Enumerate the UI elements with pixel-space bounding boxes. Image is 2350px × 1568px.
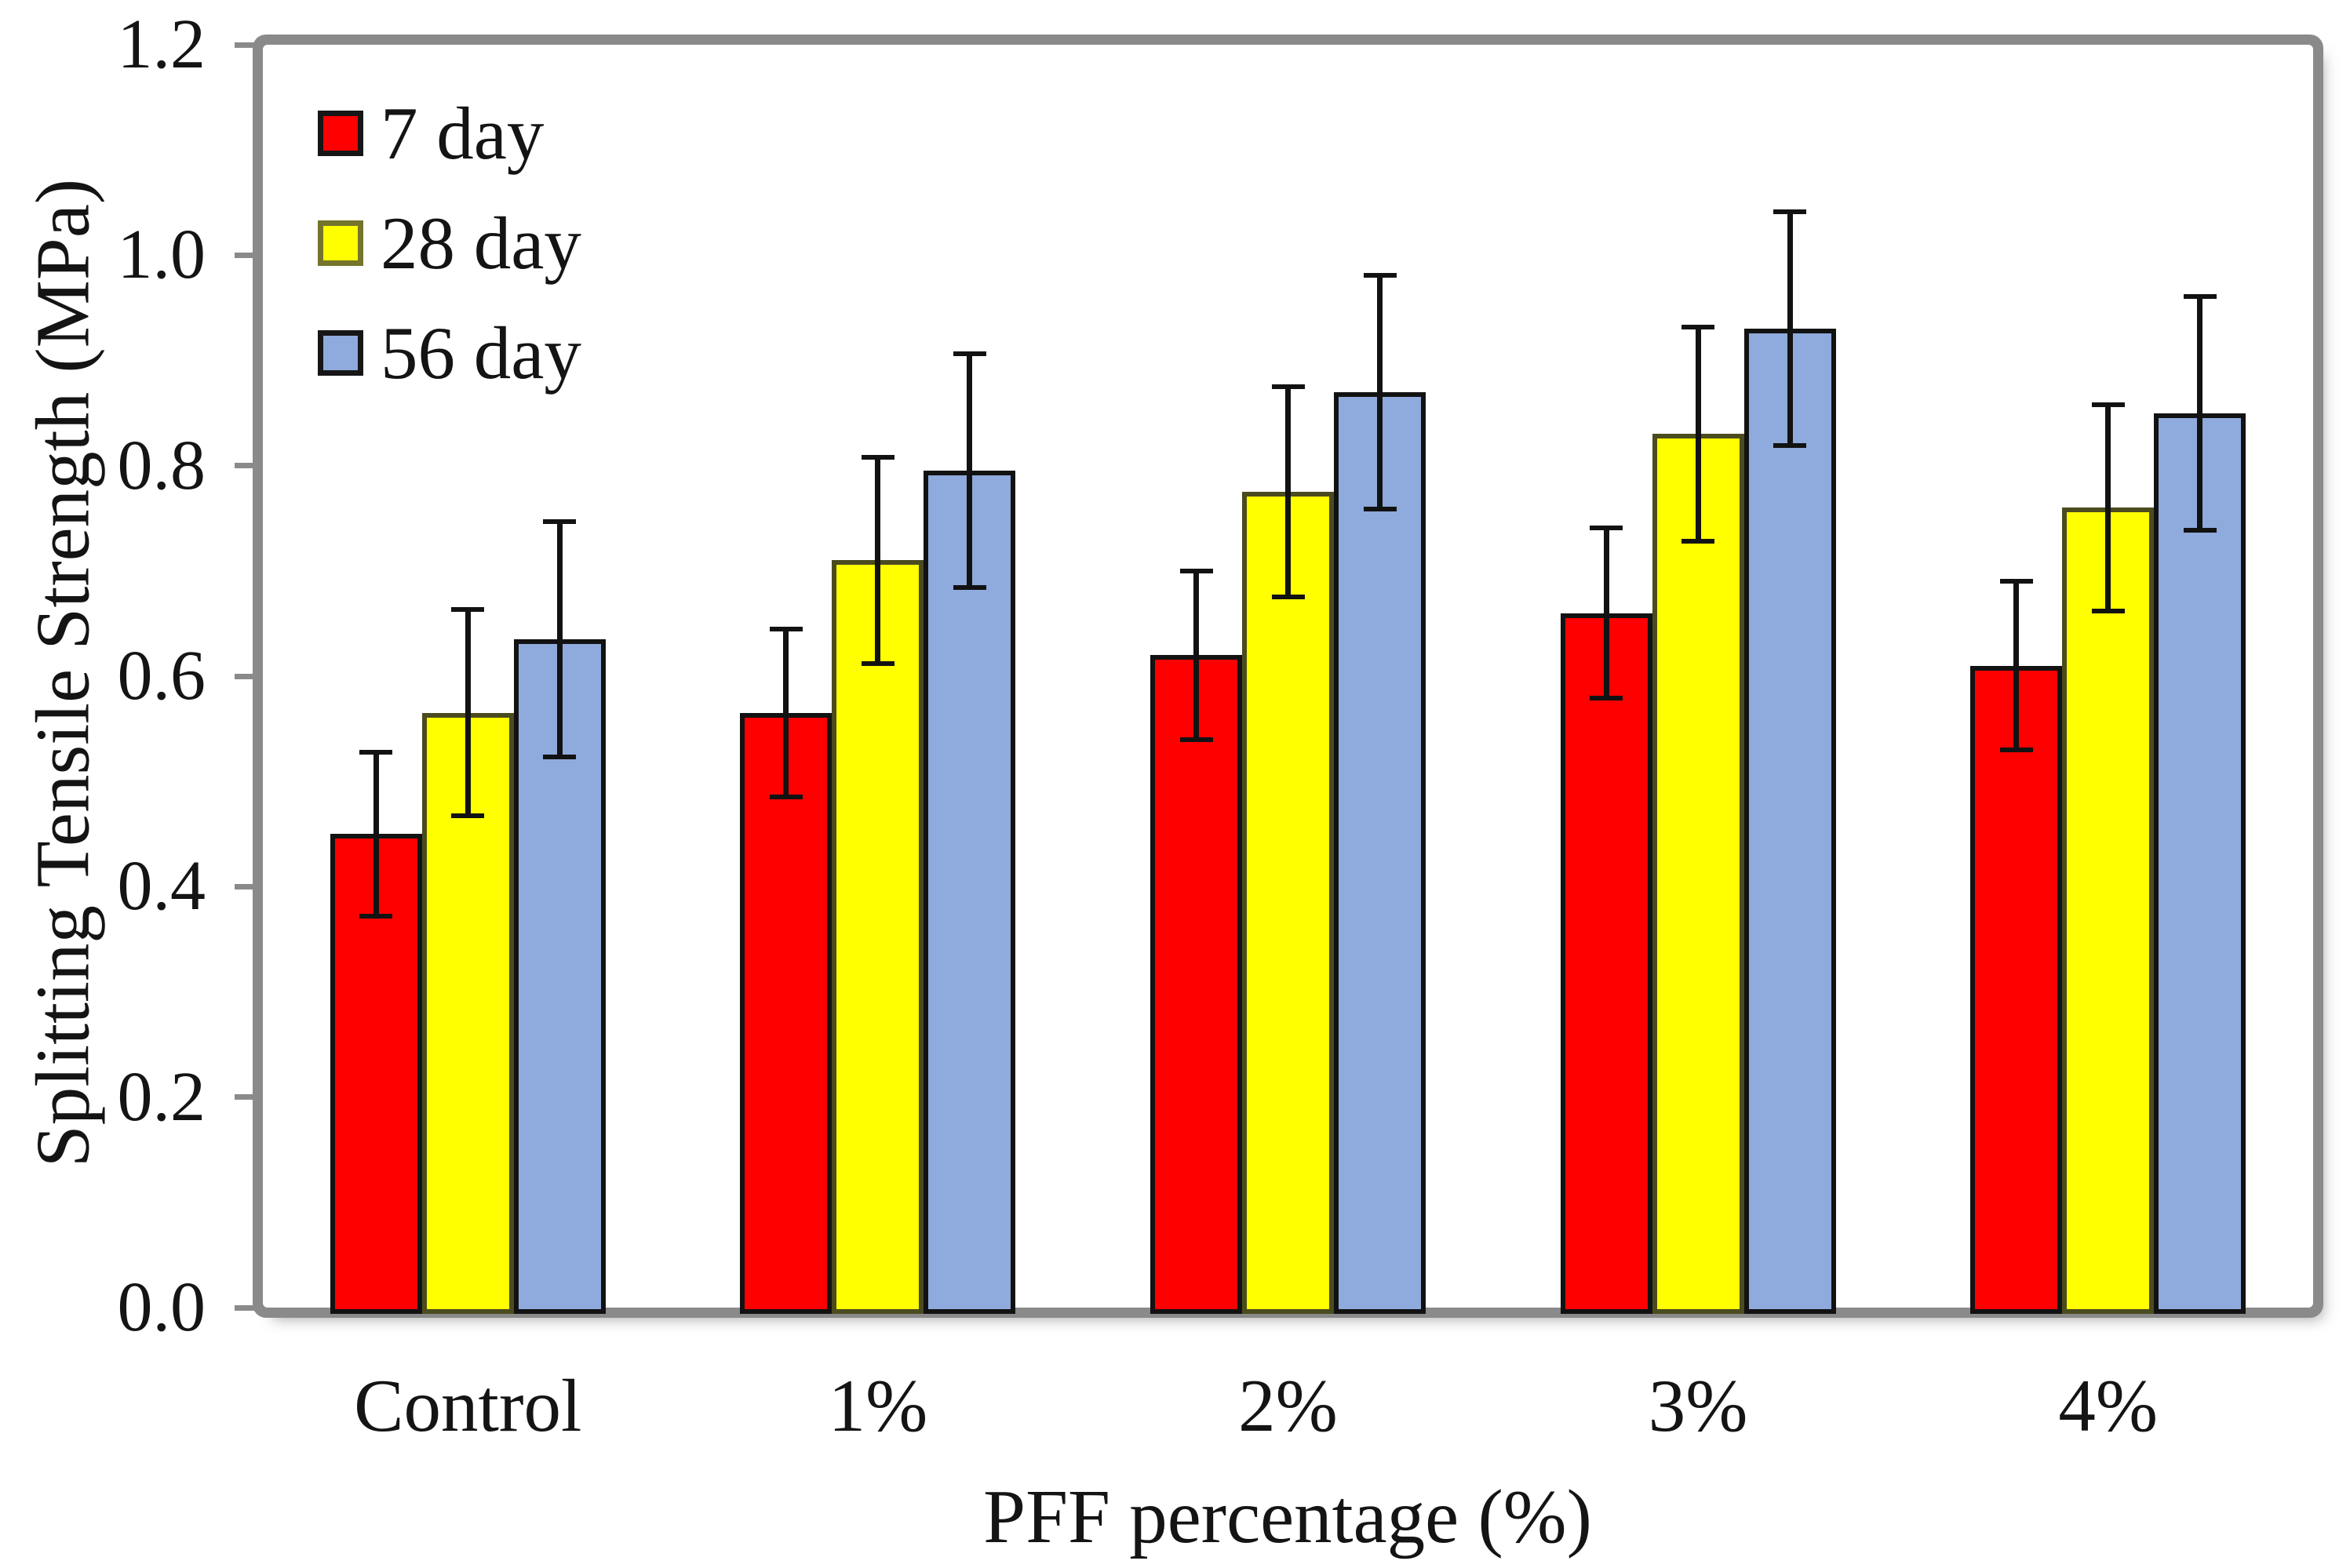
bar-3-7-day xyxy=(1560,613,1652,1314)
x-axis-category-label-3: 3% xyxy=(1648,1364,1748,1447)
bar-2-28-day xyxy=(1242,492,1334,1314)
x-axis-title: PFF percentage (%) xyxy=(983,1475,1592,1559)
error-bar-cap-bottom xyxy=(2183,527,2217,533)
bar-1-7-day xyxy=(740,712,833,1314)
error-bar-control-56-day xyxy=(556,521,563,758)
y-axis-tick xyxy=(235,252,263,258)
error-bar-cap-bottom xyxy=(543,755,577,760)
y-axis-tick xyxy=(235,463,263,469)
bar-3-56-day xyxy=(1743,329,1836,1314)
error-bar-cap-top xyxy=(1590,525,1623,530)
y-axis-tick xyxy=(235,42,263,48)
error-bar-2-7-day xyxy=(1193,570,1199,740)
legend-label-56-day: 56 day xyxy=(381,311,581,395)
error-bar-2-28-day xyxy=(1285,387,1291,598)
error-bar-cap-top xyxy=(543,518,577,524)
y-axis-tick-label: 1.0 xyxy=(117,216,206,294)
error-bar-cap-bottom xyxy=(953,585,986,591)
error-bar-control-28-day xyxy=(465,609,471,817)
bar-2-7-day xyxy=(1150,655,1242,1314)
bar-1-28-day xyxy=(832,560,924,1314)
error-bar-1-28-day xyxy=(875,457,881,664)
error-bar-cap-bottom xyxy=(1999,747,2033,752)
error-bar-cap-bottom xyxy=(2091,608,2125,613)
error-bar-cap-top xyxy=(2091,402,2125,407)
error-bar-cap-top xyxy=(1681,324,1715,329)
y-axis-tick-label: 0.2 xyxy=(117,1057,206,1136)
y-axis-tick xyxy=(235,1094,263,1101)
error-bar-cap-bottom xyxy=(1363,506,1397,511)
y-axis-tick xyxy=(235,883,263,890)
error-bar-3-7-day xyxy=(1603,527,1609,699)
error-bar-4-56-day xyxy=(2197,296,2203,530)
error-bar-cap-top xyxy=(1271,384,1305,390)
legend-label-7-day: 7 day xyxy=(381,92,545,175)
error-bar-control-7-day xyxy=(373,751,379,916)
error-bar-3-56-day xyxy=(1787,212,1793,446)
error-bar-cap-bottom xyxy=(1773,443,1807,449)
error-bar-cap-bottom xyxy=(861,660,894,666)
bar-4-7-day xyxy=(1970,665,2063,1314)
error-bar-cap-bottom xyxy=(1271,595,1305,600)
error-bar-1-56-day xyxy=(967,354,973,588)
y-axis-tick xyxy=(235,1304,263,1311)
legend-label-28-day: 28 day xyxy=(381,202,581,285)
error-bar-1-7-day xyxy=(783,628,789,798)
error-bar-cap-top xyxy=(953,351,986,357)
bar-4-56-day xyxy=(2154,413,2246,1314)
bar-1-56-day xyxy=(924,471,1016,1314)
legend-swatch-7-day xyxy=(318,111,363,156)
x-axis-category-label-2: 2% xyxy=(1238,1364,1338,1447)
x-axis-category-label-4: 4% xyxy=(2058,1364,2158,1447)
y-axis-tick-label: 1.2 xyxy=(117,5,206,83)
error-bar-cap-bottom xyxy=(1179,737,1213,742)
error-bar-cap-bottom xyxy=(451,813,485,819)
x-axis-category-label-1: 1% xyxy=(828,1364,928,1447)
bar-4-28-day xyxy=(2062,508,2155,1314)
y-axis-tick-label: 0.6 xyxy=(117,637,206,715)
legend-item-28-day: 28 day xyxy=(318,188,581,298)
bar-2-56-day xyxy=(1334,391,1426,1314)
error-bar-cap-bottom xyxy=(359,913,393,919)
y-axis-tick-label: 0.0 xyxy=(117,1268,206,1346)
error-bar-cap-bottom xyxy=(1681,539,1715,544)
legend-item-56-day: 56 day xyxy=(318,298,581,408)
error-bar-cap-top xyxy=(359,749,393,755)
legend: 7 day 28 day 56 day xyxy=(318,78,581,408)
error-bar-cap-top xyxy=(1773,209,1807,215)
error-bar-2-56-day xyxy=(1377,275,1383,509)
legend-swatch-56-day xyxy=(318,330,363,376)
legend-item-7-day: 7 day xyxy=(318,78,581,188)
error-bar-cap-top xyxy=(1999,579,2033,584)
error-bar-3-28-day xyxy=(1695,326,1701,542)
y-axis-tick xyxy=(235,673,263,679)
bar-3-28-day xyxy=(1652,434,1744,1314)
error-bar-cap-top xyxy=(769,626,803,631)
legend-swatch-28-day xyxy=(318,220,363,266)
error-bar-cap-top xyxy=(451,607,485,613)
x-axis-category-label-control: Control xyxy=(354,1364,582,1447)
error-bar-cap-top xyxy=(2183,293,2217,299)
error-bar-cap-top xyxy=(1179,568,1213,573)
y-axis-tick-label: 0.4 xyxy=(117,847,206,926)
error-bar-4-7-day xyxy=(2013,581,2020,750)
error-bar-cap-bottom xyxy=(769,795,803,800)
error-bar-4-28-day xyxy=(2105,404,2111,611)
y-axis-tick-label: 0.8 xyxy=(117,426,206,504)
error-bar-cap-top xyxy=(1363,272,1397,278)
error-bar-cap-top xyxy=(861,454,894,460)
error-bar-cap-bottom xyxy=(1590,696,1623,701)
